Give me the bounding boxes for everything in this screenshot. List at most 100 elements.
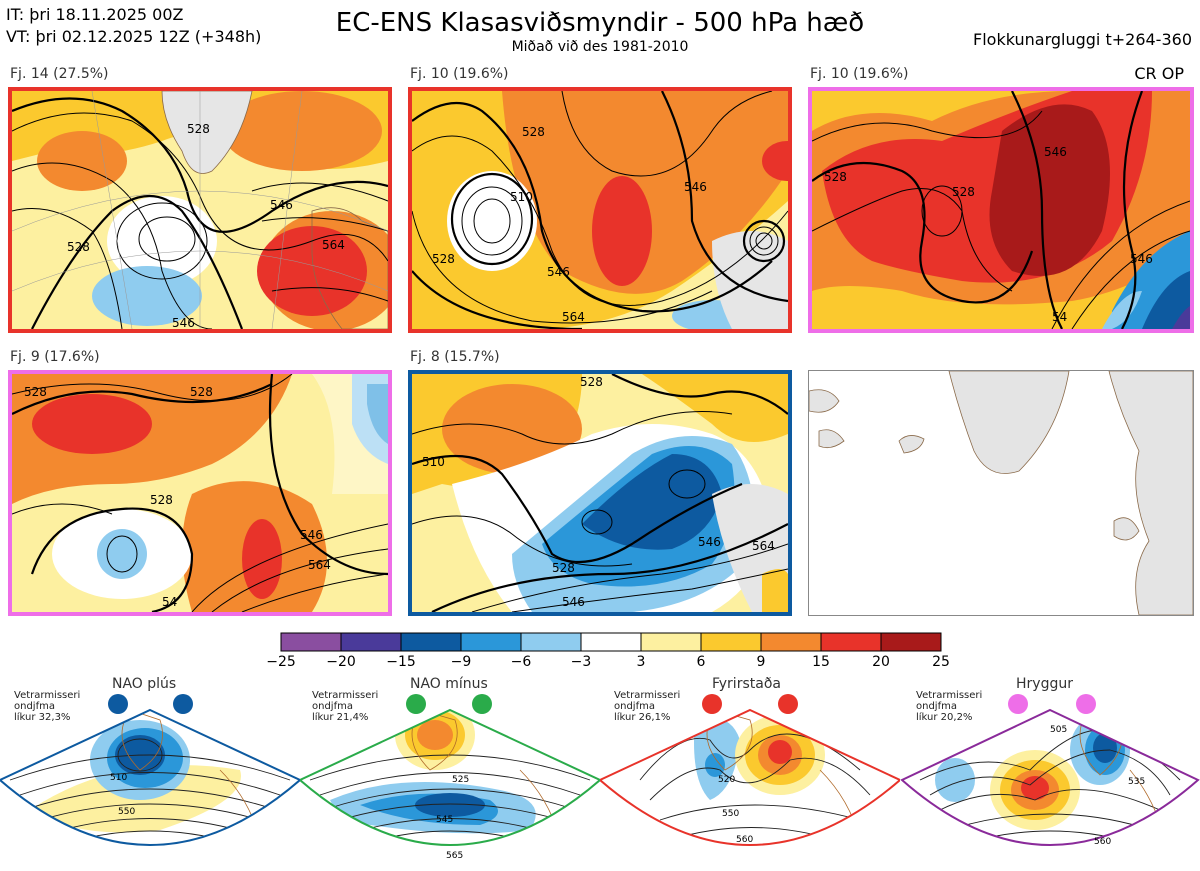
regime-season: Vetrarmisseri [14,690,81,701]
colorbar-tick-label: 9 [756,654,766,670]
contour-label: 528 [24,385,47,399]
control-run-badge: CR OP [1134,64,1184,83]
regime-map: 505 535 560 [900,694,1200,847]
regime-title: Fyrirstaða [712,676,781,692]
colorbar-swatch [520,632,582,652]
contour-label: 546 [547,265,570,279]
colorbar-swatch [640,632,702,652]
panel-label: Fj. 8 (15.7%) [410,349,500,365]
valid-time: VT: þri 02.12.2025 12Z (+348h) [6,27,262,46]
contour-label: 546 [1044,145,1067,159]
init-time: IT: þri 18.11.2025 00Z [6,5,184,24]
colorbar-tick-label: −9 [450,654,472,670]
cluster-map-panel: 528 528 546 564 528 54 [8,370,392,616]
anomaly-map: 528 546 564 546 528 [12,91,388,329]
regime-season: Vetrarmisseri [916,690,983,701]
colorbar-swatch [400,632,462,652]
panel-label: Fj. 9 (17.6%) [10,349,100,365]
regime-probability: líkur 32,3% [14,712,71,723]
regime-title: NAO plús [112,676,177,692]
contour-label: 528 [67,240,90,254]
regime-contour-label: 565 [446,851,463,861]
colorbar-swatch [760,632,822,652]
contour-label: 528 [150,493,173,507]
contour-label: 546 [684,180,707,194]
contour-label: 546 [270,198,293,212]
regime-info: Vetrarmisseri ondjfma líkur 20,2% [916,690,982,723]
regime-months: ondjfma [14,701,55,712]
regime-contour-label: 525 [452,775,469,785]
contour-label: 546 [698,535,721,549]
classification-window: Flokkunargluggi t+264-360 [973,30,1192,49]
regime-map: 510 550 [0,694,300,846]
colorbar-tick-label: 25 [932,654,950,670]
contour-label: 528 [187,122,210,136]
cluster-map-panel: 528 546 528 546 54 [808,87,1194,333]
page-title: EC-ENS Klasasviðsmyndir - 500 hPa hæð [335,8,865,38]
contour-label: 54 [1052,310,1067,324]
colorbar-tick-label: 20 [872,654,890,670]
regime-title: Hryggur [1016,676,1073,692]
colorbar-tick-label: −6 [510,654,532,670]
regime-months: ondjfma [614,701,655,712]
anomaly-map: 528 528 546 564 528 54 [12,374,388,612]
colorbar-tick-label: 15 [812,654,830,670]
regime-contour-label: 545 [436,815,453,825]
regime-info: Vetrarmisseri ondjfma líkur 26,1% [614,690,680,723]
regime-contour-label: 550 [118,807,135,817]
panel-label: Fj. 10 (19.6%) [410,66,509,82]
regime-probability: líkur 26,1% [614,712,671,723]
regime-map: 525 545 565 [300,694,600,861]
regime-contour-label: 560 [1094,837,1111,847]
cluster-map-panel: 510 528 546 564 546 528 [408,87,792,333]
colorbar-tick-label: −20 [326,654,356,670]
regime-probability: líkur 21,4% [312,712,369,723]
basemap [809,371,1193,615]
regime-title: NAO mínus [410,676,488,692]
regime-contour-label: 520 [718,775,735,785]
regime-probability: líkur 20,2% [916,712,973,723]
anomaly-map: 510 528 546 564 546 528 [412,91,788,329]
contour-label: 54 [162,595,177,609]
regime-contour-label: 535 [1128,777,1145,787]
contour-label: 546 [172,316,195,329]
regime-season: Vetrarmisseri [312,690,379,701]
colorbar-swatch [340,632,402,652]
anomaly-map: 528 546 528 546 54 [812,91,1190,329]
contour-label: 528 [552,561,575,575]
regime-months: ondjfma [916,701,957,712]
regime-contour-label: 560 [736,835,753,845]
page-subtitle: Miðað við des 1981-2010 [511,39,689,55]
regime-contour-label: 550 [722,809,739,819]
colorbar-tick-label: 6 [696,654,706,670]
panel-label: Fj. 10 (19.6%) [810,66,909,82]
contour-label: 528 [190,385,213,399]
contour-label: 528 [522,125,545,139]
colorbar-swatch [460,632,522,652]
contour-label: 564 [322,238,345,252]
contour-label: 546 [562,595,585,609]
colorbar-swatch [280,632,342,652]
regime-season: Vetrarmisseri [614,690,681,701]
colorbar-swatch [580,632,642,652]
colorbar-tick-label: 3 [636,654,646,670]
contour-label: 546 [1130,252,1153,266]
colorbar-tick-label: −25 [266,654,296,670]
colorbar-swatch [880,632,942,652]
contour-label: 564 [308,558,331,572]
anomaly-map: 510 528 546 564 528 546 [412,374,788,612]
cluster-map-panel: 510 528 546 564 528 546 [408,370,792,616]
regime-months: ondjfma [312,701,353,712]
colorbar-tick-label: −3 [570,654,592,670]
contour-label: 510 [422,455,445,469]
contour-label: 528 [580,375,603,389]
contour-label: 510 [510,190,533,204]
anomaly-colorbar: −25 −20 −15 −9 −6 −3 3 6 9 15 20 25 [266,632,950,672]
regime-contour-label: 510 [110,773,127,783]
colorbar-swatch [820,632,882,652]
contour-label: 528 [824,170,847,184]
regime-map: 520 550 560 [600,694,900,846]
contour-label: 564 [562,310,585,324]
panel-label: Fj. 14 (27.5%) [10,66,109,82]
contour-label: 564 [752,539,775,553]
